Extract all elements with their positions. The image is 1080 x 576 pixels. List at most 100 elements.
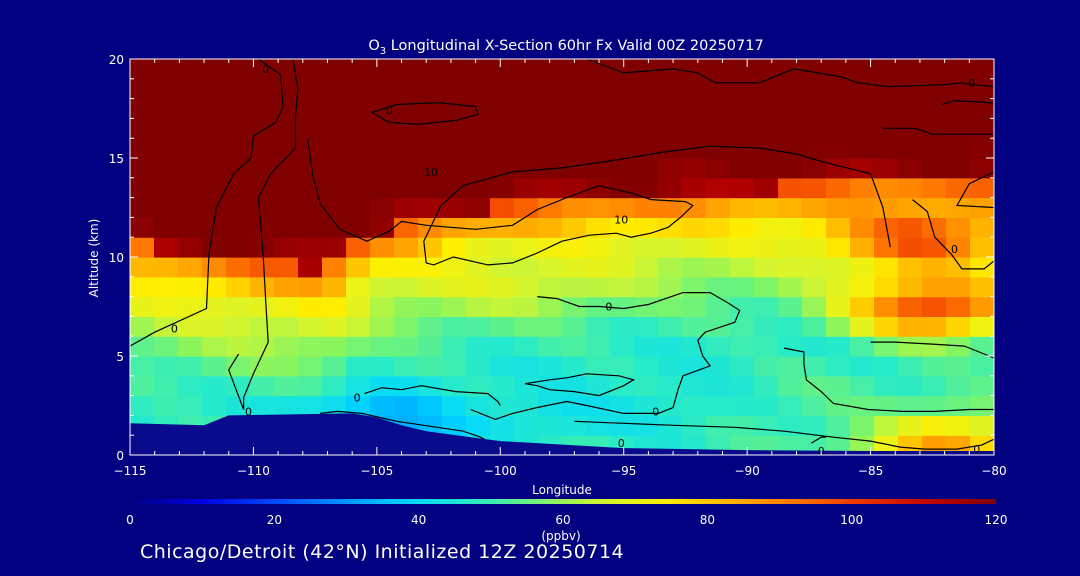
field-cell bbox=[298, 217, 323, 238]
field-cell bbox=[130, 356, 155, 377]
field-cell bbox=[346, 375, 371, 397]
contour-label: 0 bbox=[262, 63, 269, 76]
field-cell bbox=[298, 197, 323, 218]
field-cell bbox=[226, 276, 251, 298]
contour-line bbox=[524, 373, 636, 397]
field-cell bbox=[466, 197, 491, 218]
field-cell bbox=[418, 296, 443, 317]
colorbar-ticks: 0 20 40 60 80 100 120 bbox=[126, 513, 1007, 527]
field-cell bbox=[346, 276, 371, 298]
field-cell bbox=[370, 356, 395, 377]
field-cell bbox=[946, 217, 971, 238]
field-cell bbox=[610, 257, 635, 278]
field-cell bbox=[490, 296, 515, 317]
field-cell bbox=[586, 237, 611, 258]
field-cell bbox=[922, 296, 947, 317]
field-cell bbox=[514, 177, 539, 199]
field-cell bbox=[946, 435, 971, 455]
field-cell bbox=[370, 118, 395, 139]
field-cell bbox=[730, 98, 755, 119]
field-cell bbox=[418, 59, 443, 80]
field-cell bbox=[562, 276, 587, 298]
field-cell bbox=[706, 336, 731, 357]
field-cell bbox=[922, 336, 947, 357]
field-cell bbox=[874, 356, 899, 377]
field-cell bbox=[826, 395, 851, 416]
field-cell bbox=[874, 395, 899, 416]
contour-label: 0 bbox=[968, 77, 975, 90]
field-cell bbox=[850, 59, 875, 80]
field-cell bbox=[946, 395, 971, 416]
field-cell bbox=[706, 177, 731, 199]
contour-label: 0 bbox=[605, 301, 612, 314]
field-cell bbox=[178, 217, 203, 238]
terrain-shape bbox=[130, 413, 994, 455]
field-cell bbox=[970, 336, 994, 357]
field-cell bbox=[562, 59, 587, 80]
field-cell bbox=[490, 336, 515, 357]
field-cell bbox=[874, 296, 899, 317]
field-cell bbox=[682, 276, 707, 298]
field-cell bbox=[802, 435, 827, 455]
field-cell bbox=[826, 59, 851, 80]
field-cell bbox=[538, 257, 563, 278]
field-cell bbox=[898, 78, 923, 100]
field-cell bbox=[730, 375, 755, 397]
field-cell bbox=[778, 98, 803, 119]
field-cell bbox=[682, 237, 707, 258]
field-cell bbox=[754, 415, 779, 436]
y-tick-label: 5 bbox=[116, 350, 124, 364]
field-cell bbox=[466, 375, 491, 397]
colorbar-tick-label: 60 bbox=[555, 513, 570, 527]
field-cell bbox=[490, 118, 515, 139]
field-cell bbox=[802, 78, 827, 100]
field-cell bbox=[586, 118, 611, 139]
field-cell bbox=[490, 356, 515, 377]
field-cell bbox=[730, 336, 755, 357]
field-cell bbox=[274, 316, 299, 337]
field-cell bbox=[322, 217, 347, 238]
x-tick-label: −105 bbox=[360, 464, 393, 478]
field-cell bbox=[562, 78, 587, 100]
field-cell bbox=[466, 336, 491, 357]
field-cell bbox=[370, 395, 395, 416]
contour-line bbox=[470, 292, 741, 421]
field-cell bbox=[634, 395, 659, 416]
field-cell bbox=[922, 395, 947, 416]
field-cell bbox=[898, 257, 923, 278]
field-cell bbox=[922, 217, 947, 238]
field-cell bbox=[466, 356, 491, 377]
field-cell bbox=[562, 197, 587, 218]
field-cell bbox=[562, 237, 587, 258]
field-cell bbox=[874, 78, 899, 100]
field-cell bbox=[682, 257, 707, 278]
field-cell bbox=[322, 375, 347, 397]
field-cell bbox=[346, 257, 371, 278]
field-cell bbox=[466, 98, 491, 119]
field-cell bbox=[514, 59, 539, 80]
field-cell bbox=[250, 59, 275, 80]
field-cell bbox=[802, 158, 827, 179]
colorbar-tick-label: 0 bbox=[126, 513, 134, 527]
field-cell bbox=[130, 395, 155, 416]
field-cell bbox=[346, 336, 371, 357]
field-cell bbox=[274, 257, 299, 278]
field-cell bbox=[226, 237, 251, 258]
contour-label: 0 bbox=[386, 104, 393, 117]
field-cell bbox=[706, 276, 731, 298]
field-cell bbox=[946, 415, 971, 436]
field-cell bbox=[154, 276, 179, 298]
field-cell bbox=[442, 395, 467, 416]
field-cell bbox=[514, 316, 539, 337]
field-cell bbox=[202, 217, 227, 238]
field-cell bbox=[178, 316, 203, 337]
field-cell bbox=[490, 316, 515, 337]
field-cell bbox=[442, 237, 467, 258]
field-cell bbox=[154, 296, 179, 317]
field-cell bbox=[778, 296, 803, 317]
field-cell bbox=[418, 118, 443, 139]
field-cell bbox=[130, 118, 155, 139]
field-cell bbox=[634, 59, 659, 80]
field-cell bbox=[802, 118, 827, 139]
field-cell bbox=[946, 276, 971, 298]
